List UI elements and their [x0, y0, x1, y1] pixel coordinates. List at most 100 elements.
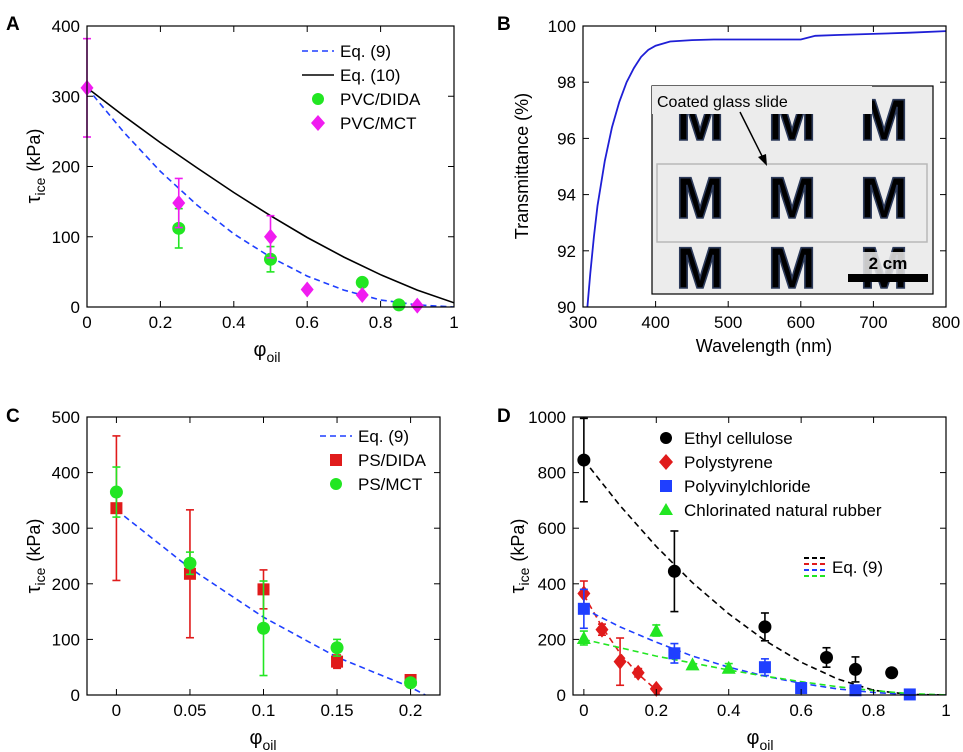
- y-tick-label: 92: [557, 242, 576, 261]
- y-tick-label: 400: [52, 17, 80, 36]
- y-tick-label: 100: [52, 630, 80, 649]
- data-point: [667, 564, 681, 578]
- inset-logo-letter: M: [768, 236, 816, 301]
- y-tick-label: 400: [538, 575, 566, 594]
- x-tick-label: 0.05: [173, 701, 206, 720]
- legend-label-pvc-mct: PVC/MCT: [340, 114, 417, 133]
- data-point: [819, 650, 833, 664]
- inset-logo-letter: M: [768, 166, 816, 231]
- chart-d: 0 0.2 0.4 0.6 0.8 1 0 200 400 600 800 1000 τice(kPa…: [507, 408, 951, 752]
- legend-marker-ps-dida: [330, 454, 342, 466]
- chart-d-frame: [572, 416, 947, 696]
- model-curve: [583, 594, 661, 695]
- data-point: [109, 485, 123, 499]
- x-tick-label: 0.8: [369, 313, 393, 332]
- model-curve: [115, 509, 426, 695]
- data-point: [172, 195, 186, 212]
- legend-marker-pvc-dida: [312, 93, 324, 105]
- inset-arrow-shaft: [739, 111, 765, 161]
- legend-label-ethyl-cellulose: Ethyl cellulose: [684, 429, 793, 448]
- data-point: [355, 275, 369, 289]
- x-tick-label: 0: [112, 701, 121, 720]
- legend-label-eq9: Eq. (9): [340, 42, 391, 61]
- legend-label-polyvinylchloride: Polyvinylchloride: [684, 477, 811, 496]
- y-tick-label: 400: [52, 464, 80, 483]
- legend-marker-ps-mct: [330, 478, 342, 490]
- chart-d-ylabel: τice(kPa): [507, 519, 532, 594]
- y-tick-label: 300: [52, 87, 80, 106]
- data-point: [331, 655, 344, 668]
- inset-logo-letter: M: [676, 236, 724, 301]
- x-tick-label: 0: [579, 701, 588, 720]
- x-tick-label: 1: [941, 701, 950, 720]
- y-tick-label: 200: [52, 575, 80, 594]
- scale-label-bg: [848, 252, 928, 274]
- chart-c-legend: Eq. (9) PS/DIDA PS/MCT: [320, 427, 427, 494]
- x-tick-label: 0.4: [222, 313, 246, 332]
- x-tick-label: 0: [82, 313, 91, 332]
- x-tick-label: 0.8: [862, 701, 886, 720]
- chart-a-xlabel: φoil: [254, 339, 281, 365]
- chart-c-xlabel: φoil: [250, 727, 277, 752]
- y-tick-label: 0: [71, 298, 80, 317]
- x-tick-label: 800: [932, 313, 960, 332]
- y-tick-label: 96: [557, 129, 576, 148]
- legend-marker-polystyrene: [659, 454, 673, 470]
- inset-caption-bg: [652, 86, 872, 114]
- chart-d-xlabel: φoil: [747, 727, 774, 752]
- legend-label-ps-mct: PS/MCT: [358, 475, 422, 494]
- chart-c-ylabel: τice(kPa): [23, 519, 48, 594]
- legend-marker-chlorinated-rubber: [659, 503, 673, 515]
- data-point: [795, 682, 808, 695]
- y-tick-label: 500: [52, 408, 80, 427]
- legend-marker-polyvinylchloride: [660, 480, 672, 492]
- y-tick-label: 300: [52, 519, 80, 538]
- data-point: [355, 287, 369, 304]
- chart-d-legend: Ethyl cellulose Polystyrene Polyvinylchl…: [659, 429, 883, 577]
- data-point: [758, 620, 772, 634]
- panel-label-a: A: [6, 14, 20, 35]
- x-tick-label: 0.15: [320, 701, 353, 720]
- inset-caption: Coated glass slide: [657, 94, 788, 111]
- chart-b-frame: [582, 25, 947, 308]
- data-point: [183, 556, 197, 570]
- model-curve: [583, 459, 946, 695]
- data-point: [668, 647, 681, 660]
- legend-label-eq9-d: Eq. (9): [832, 558, 883, 577]
- y-tick-label: 98: [557, 73, 576, 92]
- inset-photo: MMMMMMMMM Coated glass slide 2 cm: [651, 85, 934, 302]
- data-point: [613, 653, 627, 670]
- inset-arrow-head: [758, 154, 767, 166]
- x-tick-label: 0.1: [252, 701, 276, 720]
- y-tick-label: 0: [71, 686, 80, 705]
- inset-logo-letter: M: [676, 166, 724, 231]
- y-tick-label: 800: [538, 464, 566, 483]
- data-point: [885, 666, 899, 680]
- chart-a-legend: Eq. (9) Eq. (10) PVC/DIDA PVC/MCT: [302, 42, 421, 133]
- y-tick-label: 0: [557, 686, 566, 705]
- legend-label-polystyrene: Polystyrene: [684, 453, 773, 472]
- coated-glass-slide-outline: [656, 163, 928, 243]
- y-tick-label: 94: [557, 186, 576, 205]
- inset-logo-letter: M: [860, 88, 908, 153]
- data-point: [849, 684, 862, 697]
- panel-label-b: B: [497, 14, 511, 35]
- data-point: [649, 680, 663, 697]
- y-tick-label: 1000: [528, 408, 566, 427]
- data-point: [758, 661, 771, 674]
- legend-label-ps-dida: PS/DIDA: [358, 451, 427, 470]
- legend-eq9-swatches: [804, 557, 826, 577]
- legend-marker-ethyl-cellulose: [660, 432, 672, 444]
- data-point: [264, 252, 277, 266]
- data-point: [300, 281, 314, 298]
- legend-label-eq10: Eq. (10): [340, 66, 400, 85]
- x-tick-label: 1: [449, 313, 458, 332]
- y-tick-label: 100: [52, 228, 80, 247]
- panel-label-d: D: [497, 406, 511, 427]
- inset-logo-grid: MMMMMMMMM: [675, 87, 909, 302]
- data-point: [721, 660, 736, 674]
- legend-marker-pvc-mct: [311, 115, 325, 131]
- data-point: [685, 657, 700, 671]
- chart-b: MMMMMMMMM Coated glass slide 2 cm 300 400…: [512, 17, 960, 356]
